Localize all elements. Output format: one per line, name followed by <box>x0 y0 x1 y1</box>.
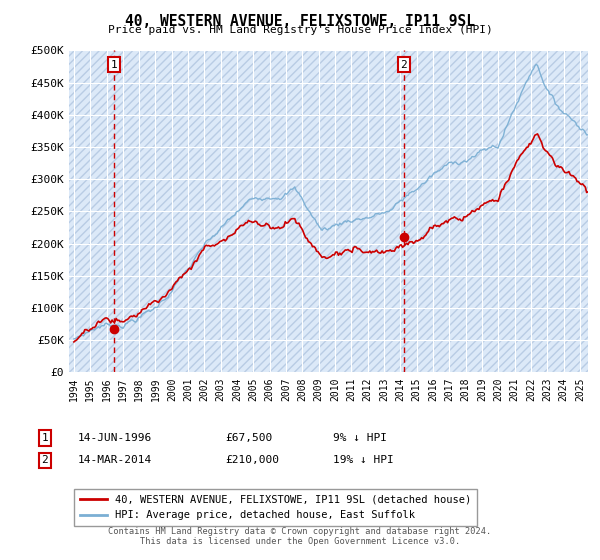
Text: £67,500: £67,500 <box>225 433 272 443</box>
Text: £210,000: £210,000 <box>225 455 279 465</box>
Text: Contains HM Land Registry data © Crown copyright and database right 2024.
This d: Contains HM Land Registry data © Crown c… <box>109 526 491 546</box>
Text: 1: 1 <box>110 59 118 69</box>
Text: Price paid vs. HM Land Registry's House Price Index (HPI): Price paid vs. HM Land Registry's House … <box>107 25 493 35</box>
Text: 14-MAR-2014: 14-MAR-2014 <box>78 455 152 465</box>
Text: 2: 2 <box>41 455 49 465</box>
Legend: 40, WESTERN AVENUE, FELIXSTOWE, IP11 9SL (detached house), HPI: Average price, d: 40, WESTERN AVENUE, FELIXSTOWE, IP11 9SL… <box>74 489 478 526</box>
Text: 2: 2 <box>400 59 407 69</box>
Text: 1: 1 <box>41 433 49 443</box>
Text: 40, WESTERN AVENUE, FELIXSTOWE, IP11 9SL: 40, WESTERN AVENUE, FELIXSTOWE, IP11 9SL <box>125 14 475 29</box>
Text: 14-JUN-1996: 14-JUN-1996 <box>78 433 152 443</box>
Text: 19% ↓ HPI: 19% ↓ HPI <box>333 455 394 465</box>
Text: 9% ↓ HPI: 9% ↓ HPI <box>333 433 387 443</box>
